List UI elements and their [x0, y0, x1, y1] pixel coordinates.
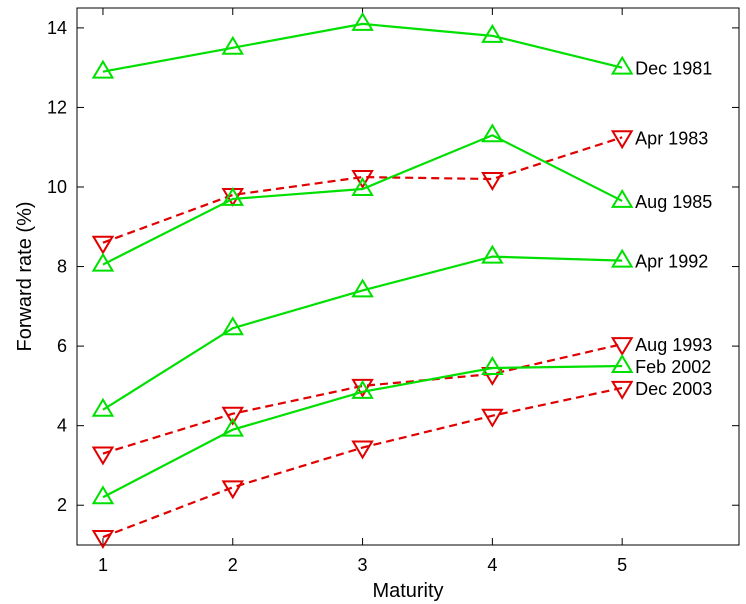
y-tick-label: 8 [57, 257, 67, 277]
series-label: Dec 2003 [635, 379, 712, 399]
series-dec-1981 [91, 11, 634, 79]
series-line [102, 386, 623, 539]
series-label: Apr 1992 [635, 252, 708, 272]
data-point-marker [481, 356, 504, 375]
data-point-marker [221, 35, 245, 55]
y-tick-label: 4 [57, 416, 67, 436]
x-tick-label: 1 [98, 555, 108, 575]
data-point-marker [481, 123, 504, 143]
series-line [102, 343, 623, 455]
data-point-marker [481, 244, 504, 264]
data-point-marker [610, 248, 634, 268]
series-line [102, 136, 623, 244]
data-point-marker [221, 406, 245, 426]
data-point-marker [481, 23, 504, 43]
data-point-marker [351, 177, 374, 196]
data-point-marker [351, 379, 374, 399]
data-point-marker [610, 337, 634, 357]
series-line [102, 134, 623, 266]
x-axis-title: Maturity [372, 580, 443, 602]
series-feb-2002 [91, 354, 634, 505]
plot-area-frame [76, 7, 740, 546]
x-axis: 1 2 3 4 5 [98, 8, 627, 575]
series-label: Feb 2002 [635, 357, 711, 377]
y-axis: 2 4 6 8 10 12 14 [47, 18, 739, 515]
data-point-marker [351, 278, 374, 298]
y-axis-title: Forward rate (%) [14, 201, 36, 351]
series-aug-1993 [91, 337, 634, 466]
data-point-marker [91, 397, 115, 417]
data-point-marker [91, 446, 115, 466]
data-point-marker [351, 170, 374, 190]
y-tick-label: 6 [57, 336, 67, 356]
data-point-marker [351, 440, 374, 460]
data-point-marker [91, 485, 115, 505]
data-point-marker [91, 59, 115, 79]
data-point-marker [221, 480, 245, 500]
data-point-marker [610, 188, 634, 208]
data-point-marker [221, 316, 245, 336]
data-point-marker [481, 172, 504, 192]
series-line [102, 364, 623, 499]
data-point-marker [610, 354, 634, 373]
data-point-marker [610, 380, 634, 400]
x-tick-label: 3 [358, 555, 368, 575]
y-tick-label: 2 [57, 495, 67, 515]
data-point-marker [481, 408, 504, 428]
data-point-marker [91, 235, 115, 255]
x-tick-label: 2 [228, 555, 238, 575]
series-label: Aug 1993 [635, 335, 712, 355]
data-point-marker [221, 417, 245, 437]
y-tick-label: 12 [47, 97, 67, 117]
series-apr-1983 [91, 130, 634, 255]
data-point-marker [91, 252, 115, 272]
data-point-marker [221, 186, 245, 206]
series-line [102, 22, 623, 73]
x-tick-label: 5 [617, 555, 627, 575]
series-label-layer: Dec 1981 Apr 1983 Aug 1985 Apr 1992 Aug 1993… [635, 59, 712, 399]
series-line [102, 255, 623, 411]
y-tick-label: 10 [47, 177, 67, 197]
series-label: Dec 1981 [635, 59, 712, 79]
series-label: Aug 1985 [635, 192, 712, 212]
y-tick-label: 14 [47, 18, 67, 38]
series-label: Apr 1983 [635, 128, 708, 148]
x-tick-label: 4 [487, 555, 497, 575]
series-layer [91, 11, 634, 550]
data-point-marker [91, 530, 115, 550]
data-point-marker [351, 11, 374, 31]
data-point-marker [351, 378, 374, 398]
series-aug-1985 [91, 123, 634, 272]
data-point-marker [610, 130, 634, 150]
series-dec-2003 [91, 380, 634, 550]
data-point-marker [610, 55, 634, 75]
series-apr-1992 [91, 244, 634, 417]
